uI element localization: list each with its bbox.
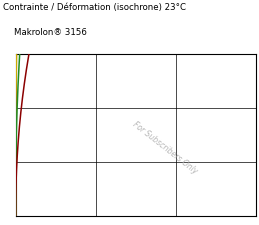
Text: Contrainte / Déformation (isochrone) 23°C: Contrainte / Déformation (isochrone) 23°… (3, 3, 186, 12)
Text: For Subscribers Only: For Subscribers Only (131, 120, 199, 176)
Text: Makrolon® 3156: Makrolon® 3156 (14, 28, 87, 37)
